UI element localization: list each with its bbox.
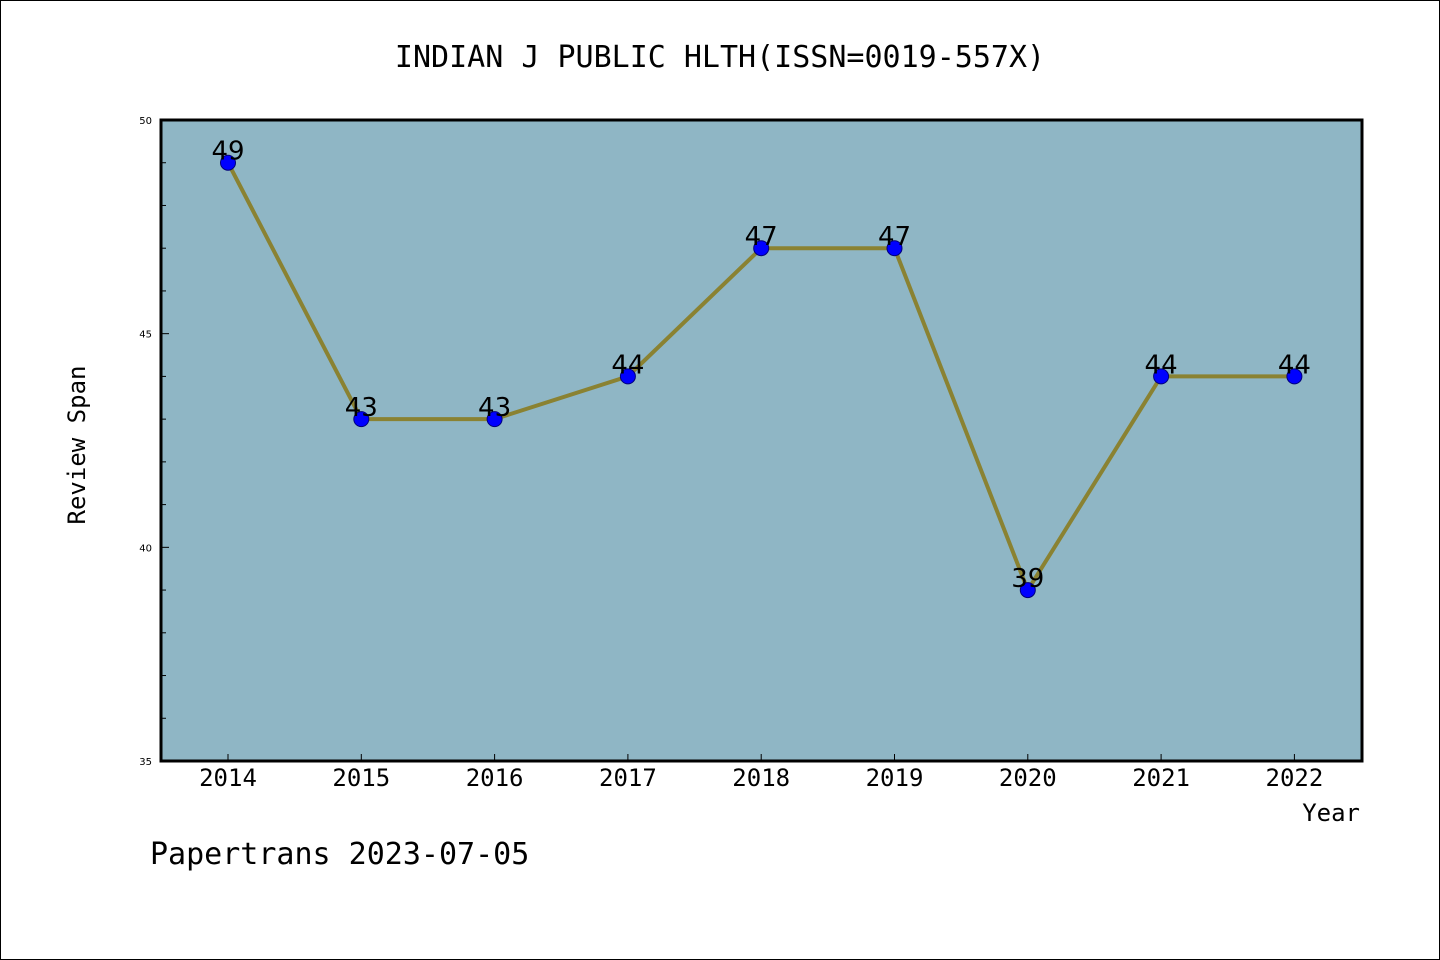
data-label: 47	[745, 222, 778, 252]
chart-title: INDIAN J PUBLIC HLTH(ISSN=0019-557X)	[395, 40, 1045, 75]
y-axis: 35 40 45 50	[139, 116, 169, 768]
x-axis-label: Year	[1302, 799, 1360, 827]
data-label: 39	[1011, 564, 1044, 594]
x-tick-label: 2014	[199, 764, 257, 792]
data-label: 44	[611, 350, 644, 380]
data-label: 47	[878, 222, 911, 252]
x-tick-label: 2021	[1132, 764, 1190, 792]
data-point	[1286, 368, 1303, 385]
y-axis-label: Review Span	[63, 366, 91, 525]
x-tick-label: 2022	[1266, 764, 1324, 792]
footer-stamp: Papertrans 2023-07-05	[150, 837, 529, 872]
y-tick-label: 35	[139, 757, 152, 768]
x-axis: 2014 2015 2016 2017 2018 2019 2020 2021 2022	[199, 754, 1323, 792]
data-point	[1153, 368, 1170, 385]
data-label: 43	[345, 393, 378, 423]
data-point	[619, 368, 636, 385]
data-label: 44	[1145, 350, 1178, 380]
data-label: 43	[478, 393, 511, 423]
data-point	[886, 240, 903, 257]
x-tick-label: 2020	[999, 764, 1057, 792]
y-tick-label: 40	[139, 543, 152, 554]
data-point	[353, 411, 370, 428]
data-point	[1019, 582, 1036, 599]
y-tick-label: 50	[139, 116, 152, 127]
data-point	[753, 240, 770, 257]
x-tick-label: 2017	[599, 764, 657, 792]
data-point	[486, 411, 503, 428]
y-tick-label: 45	[139, 330, 152, 341]
data-labels: 49 43 43 44 47 47 39 44 44	[211, 137, 1310, 594]
data-label: 44	[1278, 350, 1311, 380]
plot-area	[159, 118, 1364, 763]
data-point	[220, 154, 236, 171]
x-tick-label: 2015	[332, 764, 390, 792]
x-tick-label: 2016	[466, 764, 524, 792]
x-tick-label: 2019	[866, 764, 924, 792]
data-series	[220, 154, 1303, 599]
data-label: 49	[211, 137, 244, 167]
x-tick-label: 2018	[732, 764, 790, 792]
